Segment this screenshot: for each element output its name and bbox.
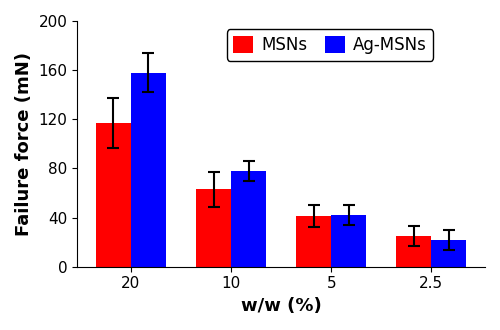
Bar xyxy=(296,216,331,267)
Bar xyxy=(196,189,231,267)
X-axis label: w/w (%): w/w (%) xyxy=(241,297,322,315)
Bar xyxy=(96,123,131,267)
Bar xyxy=(432,240,466,267)
Bar xyxy=(131,73,166,267)
Bar xyxy=(396,236,432,267)
Legend: MSNs, Ag-MSNs: MSNs, Ag-MSNs xyxy=(226,29,434,61)
Y-axis label: Failure force (mN): Failure force (mN) xyxy=(15,52,33,236)
Bar xyxy=(231,171,266,267)
Bar xyxy=(331,215,366,267)
